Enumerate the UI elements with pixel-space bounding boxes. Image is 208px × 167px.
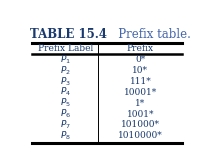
Text: $P_5$: $P_5$ xyxy=(60,97,71,109)
Text: 10001*: 10001* xyxy=(124,88,157,97)
Text: $P_1$: $P_1$ xyxy=(60,53,71,66)
Text: TABLE 15.4: TABLE 15.4 xyxy=(30,28,107,41)
Text: $P_2$: $P_2$ xyxy=(60,64,71,77)
Text: 111*: 111* xyxy=(130,77,151,86)
Text: Prefix table.: Prefix table. xyxy=(107,28,191,41)
Text: 1001*: 1001* xyxy=(127,110,154,119)
Text: $P_8$: $P_8$ xyxy=(60,130,71,142)
Text: $P_3$: $P_3$ xyxy=(60,75,71,88)
Text: $P_4$: $P_4$ xyxy=(60,86,71,99)
Text: 10*: 10* xyxy=(132,66,148,75)
Text: 1010000*: 1010000* xyxy=(118,131,163,140)
Text: 0*: 0* xyxy=(135,55,146,64)
Text: $P_6$: $P_6$ xyxy=(60,108,71,120)
Text: 1*: 1* xyxy=(135,99,146,108)
Text: Prefix: Prefix xyxy=(127,44,154,53)
Text: Prefix Label: Prefix Label xyxy=(38,44,93,53)
Text: 101000*: 101000* xyxy=(121,120,160,129)
Text: $P_7$: $P_7$ xyxy=(60,119,71,131)
